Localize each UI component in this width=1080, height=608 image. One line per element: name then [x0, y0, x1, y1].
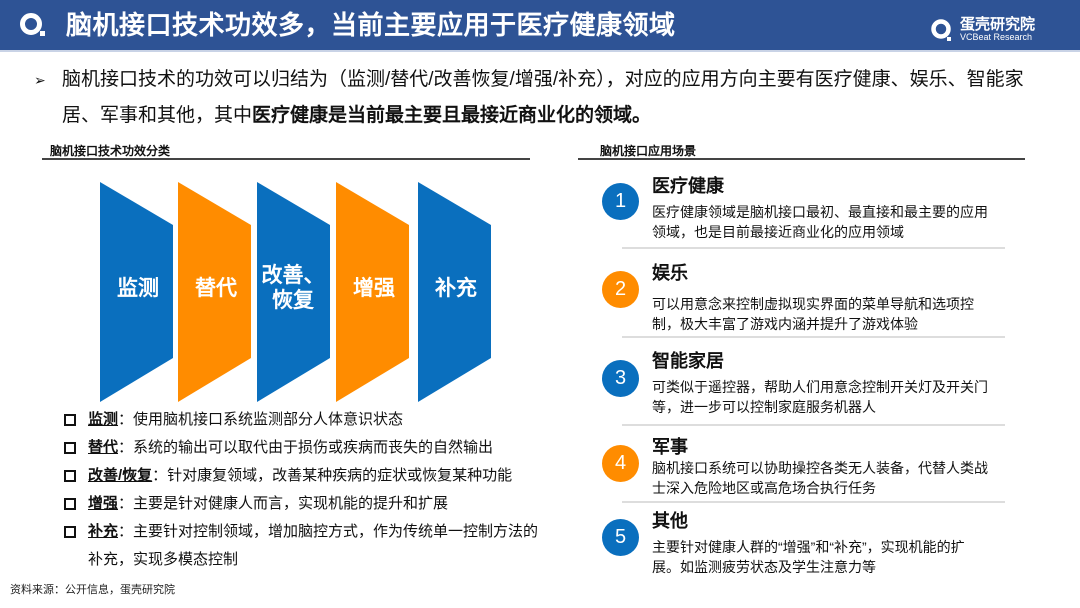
panel-shape: [178, 182, 251, 402]
logo-subtitle: VCBeat Research: [960, 32, 1033, 42]
intro-text: 脑机接口技术的功效可以归结为（监测/替代/改善恢复/增强/补充），对应的应用方向…: [62, 62, 1052, 134]
function-desc: ：主要针对控制领域，增加脑控方式，作为传统单一控制方法的补充，实现多模态控制: [88, 523, 539, 568]
function-desc: ：主要是针对健康人而言，实现机能的提升和扩展: [118, 495, 449, 512]
logo: 蛋壳研究院 VCBeat Research: [930, 14, 1070, 44]
application-title: 军事: [652, 437, 688, 457]
item-divider: [622, 336, 1005, 338]
application-desc: 可类似于遥控器，帮助人们用意念控制开关灯及开关门等，进一步可以控制家庭服务机器人: [652, 379, 988, 415]
panel-label: 补充: [435, 277, 477, 300]
application-title: 医疗健康: [652, 176, 724, 196]
panel-label: 改善、恢复: [261, 264, 325, 312]
square-bullet-icon: [64, 498, 76, 510]
item-divider: [622, 247, 1005, 249]
left-section-title: 脑机接口技术功效分类: [50, 144, 171, 158]
source-note: 资料来源：公开信息，蛋壳研究院: [10, 584, 175, 596]
panel-label: 增强: [353, 277, 395, 300]
left-section-divider: [42, 158, 530, 160]
intro-highlight: 医疗健康是当前最主要且最接近商业化的领域。: [252, 105, 652, 126]
panel-shape: [336, 182, 409, 402]
function-term: 替代: [88, 439, 119, 456]
function-term: 改善/恢复: [88, 467, 153, 484]
panel-label: 监测: [117, 277, 159, 300]
number-badge: 5: [602, 519, 639, 556]
function-desc: ：使用脑机接口系统监测部分人体意识状态: [118, 411, 404, 428]
function-desc: ：针对康复领域，改善某种疾病的症状或恢复某种功能: [152, 467, 513, 484]
number-badge: 1: [602, 183, 639, 220]
right-section-title: 脑机接口应用场景: [600, 144, 697, 158]
page-title: 脑机接口技术功效多，当前主要应用于医疗健康领域: [66, 10, 676, 40]
title-bullet-icon: [20, 13, 45, 36]
number-badge: 2: [602, 271, 639, 308]
item-divider: [622, 501, 1005, 503]
square-bullet-icon: [64, 470, 76, 482]
function-term: 增强: [88, 495, 119, 512]
panel-shape: [418, 182, 491, 402]
application-desc: 可以用意念来控制虚拟现实界面的菜单导航和选项控制，极大丰富了游戏内涵并提升了游戏…: [652, 296, 974, 332]
number-badge: 4: [602, 445, 639, 482]
application-desc: 脑机接口系统可以协助操控各类无人装备，代替人类战士深入危险地区或高危场合执行任务: [652, 460, 988, 496]
slide-header: 脑机接口技术功效多，当前主要应用于医疗健康领域 蛋壳研究院 VCBeat Res…: [0, 0, 1080, 52]
arrow-bullet-icon: ➢: [34, 72, 46, 88]
function-term: 监测: [88, 411, 119, 428]
number-badge: 3: [602, 360, 639, 397]
application-desc: 主要针对健康人群的“增强”和“补充”，实现机能的扩展。如监测疲劳状态及学生注意力…: [652, 539, 965, 575]
logo-name: 蛋壳研究院: [960, 16, 1036, 33]
right-section-divider: [578, 158, 1025, 160]
function-panels: [100, 182, 491, 402]
panel-shape: [100, 182, 173, 402]
panel-shape: [257, 182, 330, 402]
application-title: 智能家居: [652, 351, 724, 371]
application-title: 娱乐: [652, 263, 688, 283]
application-title: 其他: [652, 511, 688, 531]
application-desc: 医疗健康领域是脑机接口最初、最直接和最主要的应用领域，也是目前最接近商业化的应用…: [652, 204, 988, 240]
function-term: 补充: [88, 523, 119, 540]
item-divider: [622, 424, 1005, 426]
intro-plain: 脑机接口技术的功效可以归结为（监测/替代/改善恢复/增强/补充），对应的应用方向…: [62, 69, 1024, 126]
square-bullet-icon: [64, 442, 76, 454]
logo-icon: [931, 19, 951, 41]
panel-label: 替代: [195, 277, 237, 300]
function-desc: ：系统的输出可以取代由于损伤或疾病而丧失的自然输出: [118, 439, 494, 456]
square-bullet-icon: [64, 414, 76, 426]
square-bullet-icon: [64, 526, 76, 538]
